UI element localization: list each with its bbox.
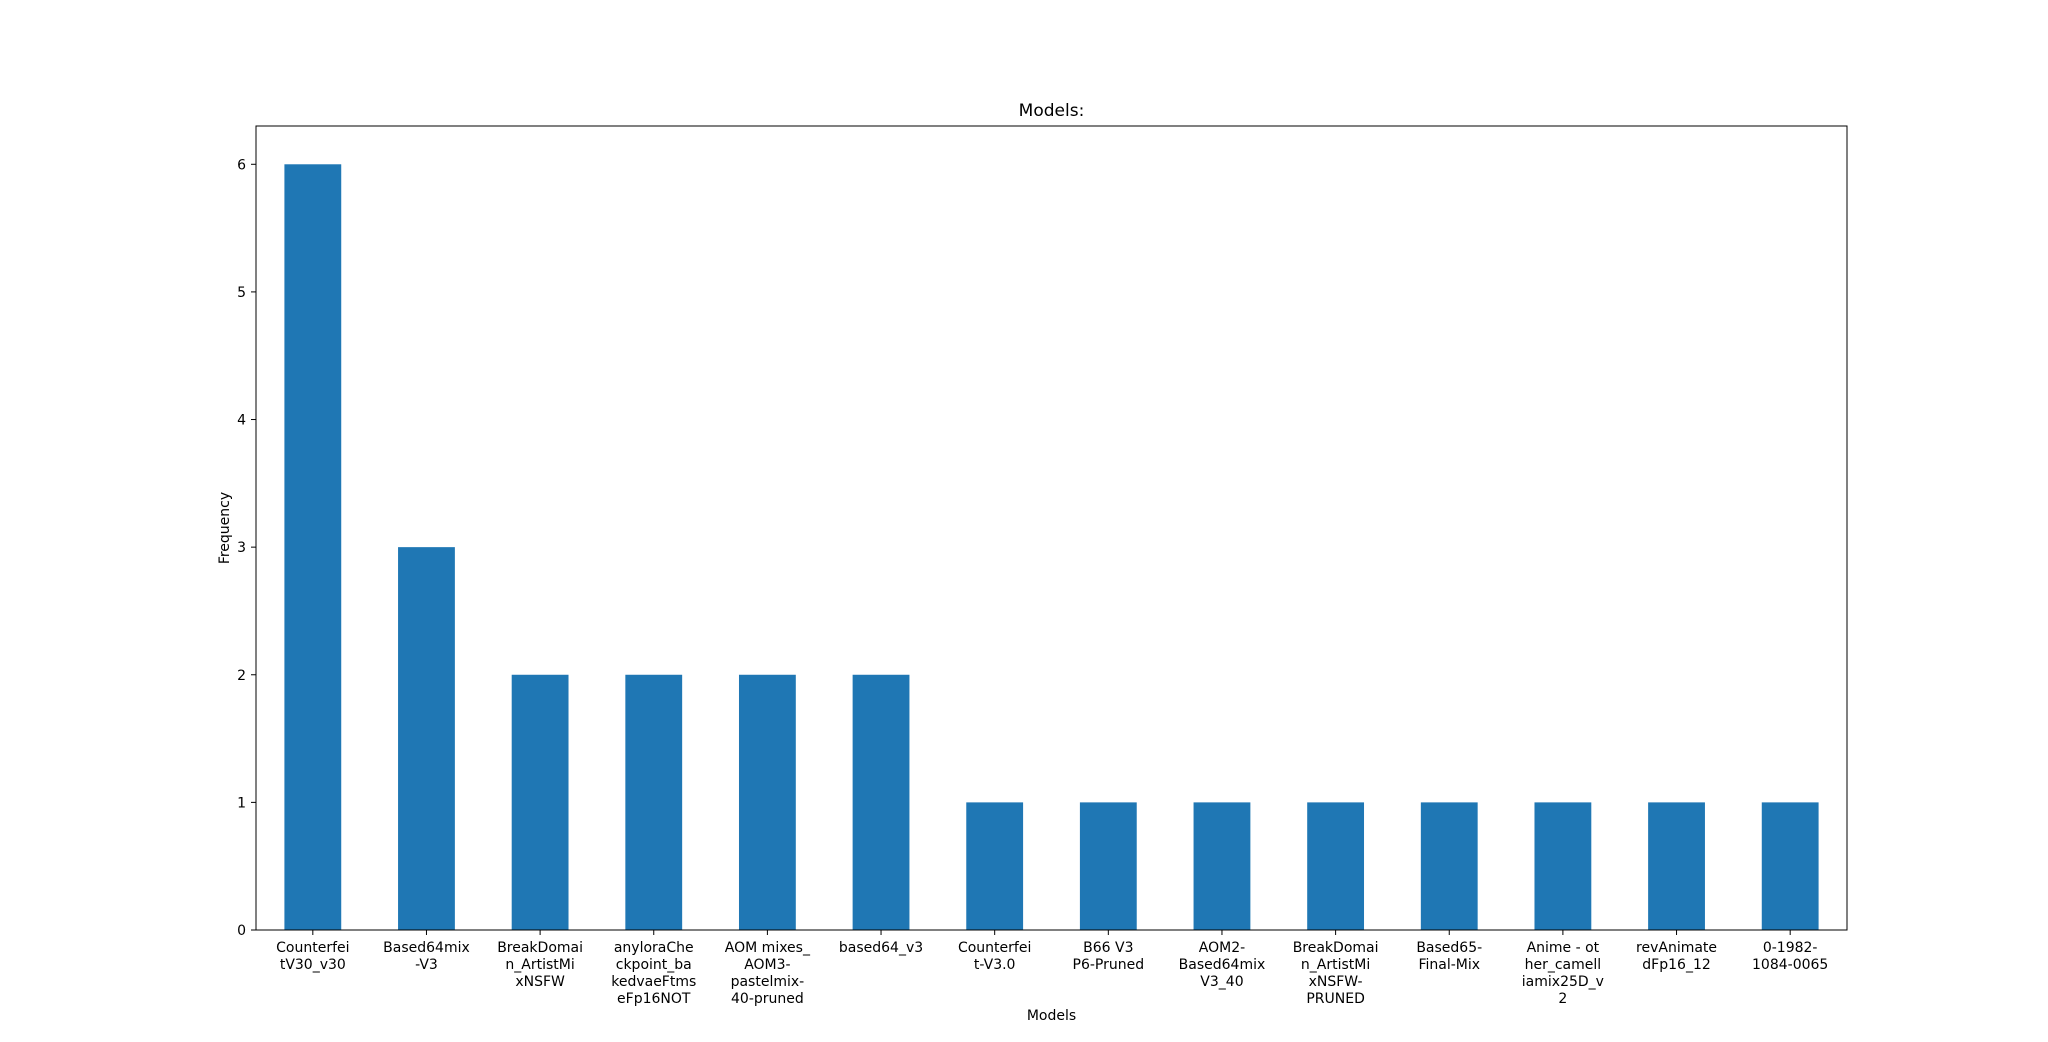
x-tick-label-line: AOM mixes_ bbox=[725, 940, 811, 956]
bar bbox=[398, 547, 455, 930]
plot-frame bbox=[255, 125, 1848, 931]
x-tick-label-line: xNSFW- bbox=[1309, 974, 1363, 990]
x-tick-label: Anime - ot her_camell iamix25D_v 2 bbox=[1522, 940, 1604, 1007]
x-tick-label: based64_v3 bbox=[839, 940, 923, 956]
x-tick-label-line: PRUNED bbox=[1306, 991, 1365, 1007]
x-tick-label-line: t-V3.0 bbox=[974, 957, 1016, 973]
x-tick-label-line: revAnimate bbox=[1636, 940, 1717, 956]
x-tick-label: AOM2-Based64mix V3_40 bbox=[1179, 940, 1266, 990]
bar bbox=[1307, 802, 1365, 930]
x-tick-label-line: ckpoint_ba bbox=[616, 957, 692, 973]
bar bbox=[511, 674, 569, 930]
x-tick-label-line: 1084-0065 bbox=[1752, 957, 1828, 973]
x-tick-label-line: Anime - ot bbox=[1527, 940, 1600, 956]
x-tick-label-line: Counterfei bbox=[276, 940, 349, 956]
x-tick-label-line: based64_v3 bbox=[839, 940, 923, 956]
x-tick-label-line: xNSFW bbox=[515, 974, 565, 990]
x-tick-label-line: n_ArtistMi bbox=[1301, 957, 1370, 973]
bar bbox=[625, 674, 683, 930]
x-tick-label-line: 2 bbox=[1558, 991, 1567, 1007]
x-tick-label: anyloraChe ckpoint_ba kedvaeFtms eFp16NOT bbox=[611, 940, 696, 1007]
y-tick-label: 3 bbox=[237, 540, 246, 556]
x-tick-label-line: Counterfei bbox=[958, 940, 1031, 956]
x-tick-label: revAnimate dFp16_12 bbox=[1636, 940, 1717, 973]
x-tick-label: 0-1982-1084-0065 bbox=[1752, 940, 1828, 973]
y-tick-label: 5 bbox=[237, 285, 246, 301]
bars-group bbox=[284, 164, 1819, 931]
x-tick-label-line: Based64mix bbox=[383, 940, 470, 956]
x-tick-label-line: iamix25D_v bbox=[1522, 974, 1604, 990]
bar bbox=[1761, 802, 1819, 930]
x-tick-label-line: eFp16NOT bbox=[617, 991, 691, 1007]
y-tick-label: 0 bbox=[237, 923, 246, 939]
bar bbox=[284, 164, 342, 931]
x-tick-label-line: kedvaeFtms bbox=[611, 974, 696, 990]
x-tick-label-line: Based64mix bbox=[1179, 957, 1266, 973]
x-tick-label-line: dFp16_12 bbox=[1642, 957, 1710, 973]
bar bbox=[1648, 802, 1705, 930]
bar bbox=[1193, 802, 1251, 930]
x-tick-label-line: BreakDomai bbox=[497, 940, 583, 956]
y-tick-label: 1 bbox=[237, 795, 246, 811]
y-tick-label: 2 bbox=[237, 668, 246, 684]
x-tick-label: Counterfei tV30_v30 bbox=[276, 940, 349, 973]
x-tick-label: Based65-Final-Mix bbox=[1416, 940, 1482, 973]
y-axis-label: Frequency bbox=[217, 492, 233, 564]
x-tick-label: Based64mix -V3 bbox=[383, 940, 470, 973]
x-tick-label-line: Final-Mix bbox=[1418, 957, 1480, 973]
bar bbox=[966, 802, 1024, 930]
x-tick-label-line: n_ArtistMi bbox=[505, 957, 574, 973]
x-tick-label-line: 40-pruned bbox=[731, 991, 804, 1007]
x-tick-label-line: anyloraChe bbox=[614, 940, 694, 956]
x-axis-label: Models bbox=[1027, 1008, 1076, 1024]
chart-title: Models: bbox=[1019, 101, 1085, 121]
x-tick-label-line: B66 V3 bbox=[1083, 940, 1133, 956]
bar bbox=[1079, 802, 1137, 930]
x-tick-label-line: Based65- bbox=[1416, 940, 1482, 956]
x-tick-label: AOM mixes_ AOM3-pastelmix-40-pruned bbox=[725, 940, 811, 1007]
bar bbox=[852, 674, 910, 930]
x-tick-label-line: pastelmix- bbox=[731, 974, 805, 990]
bar bbox=[738, 674, 796, 930]
x-tick-label-line: tV30_v30 bbox=[280, 957, 346, 973]
x-tick-label-line: AOM3- bbox=[744, 957, 790, 973]
y-ticks-group: 0 1 2 3 4 5 6 bbox=[237, 157, 256, 939]
y-tick-label: 6 bbox=[237, 157, 246, 173]
x-tick-label: B66 V3 P6-Pruned bbox=[1073, 940, 1145, 973]
y-tick-label: 4 bbox=[237, 413, 246, 429]
x-tick-label-line: P6-Pruned bbox=[1073, 957, 1145, 973]
x-tick-label-line: -V3 bbox=[415, 957, 438, 973]
x-tick-label-line: V3_40 bbox=[1200, 974, 1243, 990]
bar bbox=[1420, 802, 1478, 930]
bar bbox=[1534, 802, 1592, 930]
x-tick-label: Counterfei t-V3.0 bbox=[958, 940, 1031, 973]
x-tick-label-line: her_camell bbox=[1525, 957, 1602, 973]
x-tick-label: BreakDomai n_ArtistMi xNSFW bbox=[497, 940, 583, 990]
x-tick-label: BreakDomai n_ArtistMi xNSFW-PRUNED bbox=[1293, 940, 1379, 1007]
x-tick-label-line: AOM2- bbox=[1199, 940, 1245, 956]
x-tick-label-line: 0-1982- bbox=[1763, 940, 1818, 956]
x-tick-label-line: BreakDomai bbox=[1293, 940, 1379, 956]
